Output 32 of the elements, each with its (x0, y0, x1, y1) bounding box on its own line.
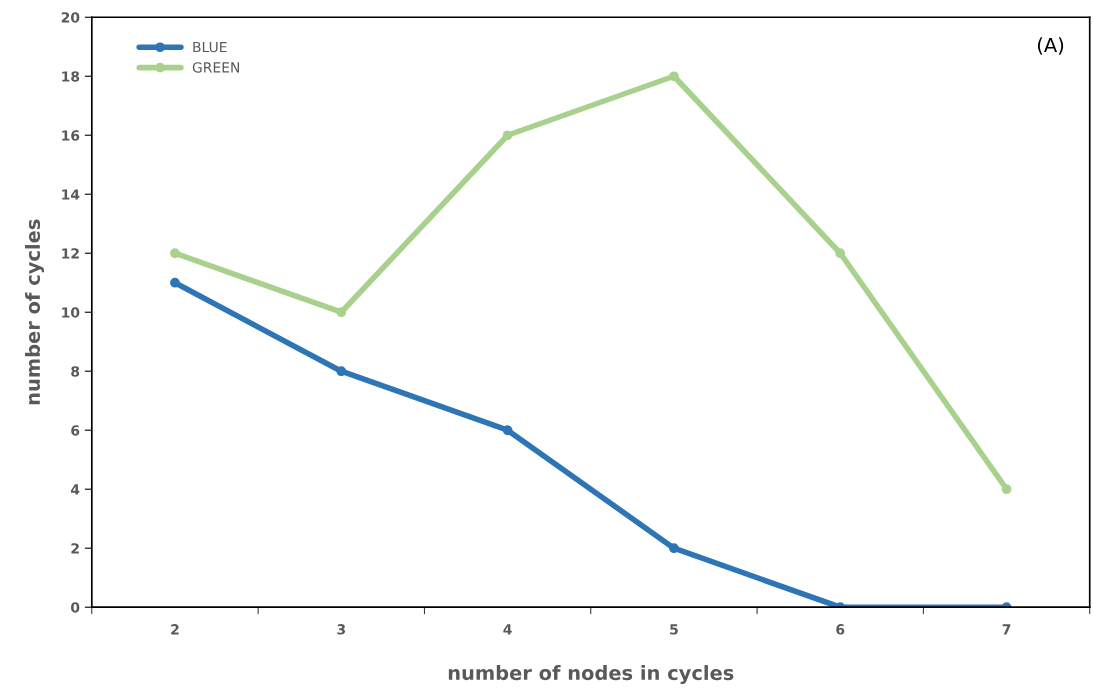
x-tick-label: 3 (337, 624, 346, 635)
y-tick-label: 8 (71, 366, 80, 377)
x-axis-title: number of nodes in cycles (448, 665, 734, 685)
y-tick-label: 6 (71, 425, 80, 436)
point (170, 248, 180, 259)
y-tick-label: 16 (62, 130, 80, 141)
y-tick-label: 2 (71, 543, 79, 554)
point (502, 130, 513, 141)
point (336, 366, 347, 377)
y-tick-label: 12 (62, 248, 79, 259)
x-tick-label: 4 (503, 624, 512, 635)
point (502, 425, 513, 436)
legend-label: GREEN (192, 62, 240, 73)
x-tick-label: 2 (171, 624, 179, 635)
point (669, 71, 679, 82)
point (835, 248, 846, 259)
point (1001, 484, 1012, 495)
y-tick-label: 10 (62, 307, 80, 318)
annotation: (A) (1037, 37, 1064, 55)
y-tick-label: 4 (70, 484, 80, 495)
x-tick-label: 7 (1002, 624, 1011, 635)
legend-label: BLUE (193, 41, 227, 53)
point (336, 307, 347, 318)
y-tick-label: 14 (62, 189, 80, 200)
point (170, 277, 180, 288)
x-tick-label: 6 (836, 624, 845, 635)
y-tick-label: 18 (62, 71, 80, 82)
x-tick-label: 5 (670, 624, 678, 635)
y-tick-label: 0 (71, 602, 80, 613)
y-tick-label: 20 (61, 12, 80, 23)
y-axis-title: number of cycles (25, 219, 45, 405)
point (669, 543, 679, 554)
